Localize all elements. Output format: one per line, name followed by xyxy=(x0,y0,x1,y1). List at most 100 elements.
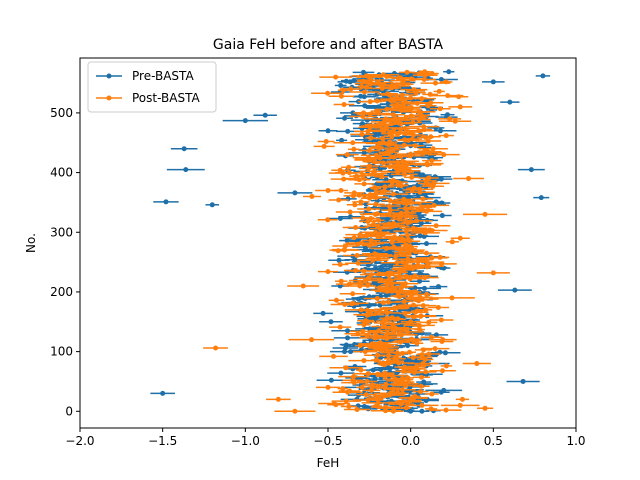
data-point xyxy=(345,260,372,266)
data-point xyxy=(406,313,436,319)
data-point xyxy=(477,405,494,411)
data-point xyxy=(351,215,375,221)
data-point xyxy=(399,210,415,216)
legend-label-pre-basta: Pre-BASTA xyxy=(132,69,194,83)
data-point xyxy=(420,134,441,140)
data-point xyxy=(347,146,360,152)
data-point xyxy=(462,211,508,217)
data-point xyxy=(363,311,379,317)
data-point xyxy=(409,393,421,399)
data-point xyxy=(277,190,313,196)
data-point xyxy=(349,89,380,95)
data-point xyxy=(394,368,412,374)
data-point xyxy=(395,298,413,304)
data-point xyxy=(380,330,396,336)
data-point xyxy=(417,180,450,186)
data-point xyxy=(382,139,398,145)
x-tick-label: 1.0 xyxy=(566,434,585,448)
data-point xyxy=(517,167,545,173)
data-point xyxy=(315,187,341,193)
data-point xyxy=(348,280,372,286)
data-point xyxy=(424,406,438,412)
data-point xyxy=(390,142,418,148)
data-point xyxy=(407,116,431,122)
plot-points xyxy=(150,69,551,414)
data-point xyxy=(402,349,417,355)
data-point xyxy=(381,112,405,118)
data-point xyxy=(335,152,359,158)
data-point xyxy=(424,332,449,338)
data-point xyxy=(453,176,484,182)
data-point xyxy=(413,374,430,380)
data-point xyxy=(476,270,510,276)
data-point xyxy=(400,218,433,224)
data-point xyxy=(335,278,348,284)
y-tick-label: 100 xyxy=(50,345,73,359)
data-point xyxy=(333,335,362,341)
data-point xyxy=(353,349,378,355)
data-point xyxy=(379,390,409,396)
data-point xyxy=(359,168,390,174)
data-point xyxy=(375,370,395,376)
data-point xyxy=(153,199,179,205)
legend-dot-post-basta xyxy=(106,95,112,101)
data-point xyxy=(344,307,378,313)
data-point xyxy=(418,100,444,106)
data-point xyxy=(335,209,365,215)
data-point xyxy=(411,308,424,314)
data-point xyxy=(535,73,551,79)
data-point xyxy=(222,118,269,124)
data-point xyxy=(422,158,442,164)
data-point xyxy=(388,177,399,183)
data-point xyxy=(205,202,220,208)
data-point xyxy=(403,119,422,125)
data-point xyxy=(370,144,384,150)
data-point xyxy=(448,104,473,110)
data-point xyxy=(362,238,381,244)
data-point xyxy=(445,239,459,245)
data-point xyxy=(363,116,408,122)
data-point xyxy=(421,223,451,229)
data-point xyxy=(364,211,391,217)
legend-label-post-basta: Post-BASTA xyxy=(132,91,200,105)
data-point xyxy=(391,256,424,262)
data-point xyxy=(417,148,433,154)
data-point xyxy=(387,315,398,321)
data-point xyxy=(333,140,373,146)
data-point xyxy=(362,387,381,393)
data-point xyxy=(420,334,443,340)
data-point xyxy=(352,69,375,75)
data-point xyxy=(356,392,377,398)
data-point xyxy=(402,379,415,385)
x-axis-label: FeH xyxy=(317,456,340,470)
data-point xyxy=(319,319,343,325)
data-point xyxy=(385,321,401,327)
legend-box xyxy=(87,61,217,113)
data-point xyxy=(420,319,438,325)
data-point xyxy=(386,75,415,81)
data-point xyxy=(432,93,464,99)
data-point xyxy=(354,181,375,187)
data-point xyxy=(422,91,438,97)
data-point xyxy=(329,365,363,371)
data-point xyxy=(342,224,369,230)
data-point xyxy=(424,391,439,397)
data-point xyxy=(343,235,366,241)
data-point xyxy=(506,378,540,384)
data-point xyxy=(329,247,360,253)
data-point xyxy=(274,408,316,414)
data-point xyxy=(345,240,378,246)
data-point xyxy=(428,337,457,343)
data-point xyxy=(337,386,348,392)
data-point xyxy=(443,69,455,75)
x-tick-label: −0.5 xyxy=(313,434,342,448)
data-point xyxy=(311,90,345,96)
data-point xyxy=(390,284,414,290)
data-point xyxy=(386,158,419,164)
data-point xyxy=(400,405,412,411)
data-point xyxy=(399,232,415,238)
data-point xyxy=(339,86,362,92)
data-point xyxy=(380,164,409,170)
data-point xyxy=(417,351,441,357)
x-tick-label: −2.0 xyxy=(65,434,94,448)
